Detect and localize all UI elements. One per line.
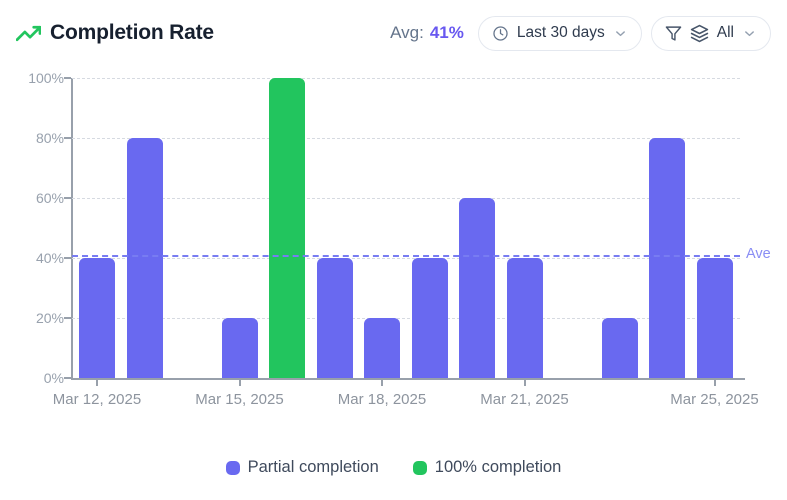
gridline bbox=[72, 138, 740, 139]
x-axis-label: Mar 18, 2025 bbox=[337, 391, 427, 408]
gridline bbox=[72, 258, 740, 259]
chevron-down-icon bbox=[615, 30, 625, 36]
header-controls: Avg: 41% Last 30 days bbox=[390, 15, 771, 51]
x-axis-label: Mar 12, 2025 bbox=[52, 391, 142, 408]
x-tick-mark bbox=[523, 380, 526, 386]
gridline bbox=[72, 78, 740, 79]
y-tick-mark bbox=[64, 317, 71, 319]
funnel-icon bbox=[665, 25, 682, 41]
chart-legend: Partial completion 100% completion bbox=[0, 458, 787, 477]
y-axis-label: 40% bbox=[35, 250, 64, 266]
bar-chart: 0% 20% 40% 60% 80% 100% Mar 12, 2025 Mar 15, 20… bbox=[0, 60, 787, 428]
y-tick-mark bbox=[64, 257, 71, 259]
y-tick-mark bbox=[64, 197, 71, 199]
y-tick-mark bbox=[64, 77, 71, 79]
average-line bbox=[72, 255, 740, 257]
y-axis-label: 80% bbox=[35, 130, 64, 146]
avg-label: Avg: bbox=[390, 23, 424, 42]
date-range-dropdown[interactable]: Last 30 days bbox=[477, 15, 642, 51]
y-tick-mark bbox=[64, 137, 71, 139]
y-axis-line bbox=[71, 78, 73, 379]
x-axis-label: Mar 21, 2025 bbox=[480, 391, 569, 408]
legend-swatch-complete bbox=[412, 460, 427, 475]
header-title-group: Completion Rate bbox=[16, 21, 214, 46]
legend-label-complete: 100% completion bbox=[434, 458, 562, 476]
bar-mar-24-2025[interactable] bbox=[649, 138, 685, 378]
average-summary: Avg: 41% bbox=[390, 23, 464, 43]
bar-mar-25-2025[interactable] bbox=[696, 258, 733, 378]
bar-mar-20-2025[interactable] bbox=[459, 198, 495, 378]
legend-item-complete[interactable]: 100% completion bbox=[412, 458, 562, 477]
chevron-down-icon bbox=[745, 30, 754, 36]
bar-mar-19-2025[interactable] bbox=[411, 258, 448, 378]
x-axis-line bbox=[71, 378, 745, 380]
bar-mar-16-2025[interactable] bbox=[269, 78, 305, 378]
x-axis-label: Mar 15, 2025 bbox=[195, 391, 284, 408]
trending-up-icon bbox=[16, 25, 41, 41]
bar-mar-21-2025[interactable] bbox=[506, 258, 543, 378]
bar-mar-12-2025[interactable] bbox=[79, 258, 115, 378]
bar-mar-23-2025[interactable] bbox=[601, 318, 638, 378]
y-axis-label: 100% bbox=[28, 70, 64, 86]
legend-swatch-partial bbox=[225, 460, 240, 475]
filter-dropdown[interactable]: All bbox=[650, 15, 771, 51]
filter-label: All bbox=[716, 24, 734, 41]
gridline bbox=[72, 318, 740, 319]
y-axis-label: 60% bbox=[35, 190, 64, 206]
bar-mar-17-2025[interactable] bbox=[316, 258, 353, 378]
x-tick-mark bbox=[713, 380, 716, 386]
y-axis-label: 0% bbox=[43, 370, 64, 386]
avg-value: 41% bbox=[429, 23, 464, 42]
y-axis-label: 20% bbox=[35, 310, 64, 326]
x-tick-mark bbox=[96, 380, 98, 386]
x-axis-label: Mar 25, 2025 bbox=[670, 391, 759, 408]
page-title: Completion Rate bbox=[50, 21, 214, 44]
gridline bbox=[72, 198, 740, 199]
date-range-label: Last 30 days bbox=[516, 24, 605, 41]
average-line-label: Ave bbox=[746, 246, 771, 262]
bar-mar-13-2025[interactable] bbox=[126, 138, 163, 378]
layers-icon bbox=[690, 24, 708, 42]
bar-mar-18-2025[interactable] bbox=[364, 318, 400, 378]
legend-item-partial[interactable]: Partial completion bbox=[225, 458, 379, 477]
legend-label-partial: Partial completion bbox=[247, 458, 379, 476]
x-tick-mark bbox=[381, 380, 383, 386]
clock-icon bbox=[493, 25, 508, 41]
bar-mar-15-2025[interactable] bbox=[221, 318, 258, 378]
y-tick-mark bbox=[64, 377, 71, 379]
widget-header: Completion Rate Avg: 41% Last 30 days bbox=[0, 0, 787, 66]
x-tick-mark bbox=[238, 380, 241, 386]
